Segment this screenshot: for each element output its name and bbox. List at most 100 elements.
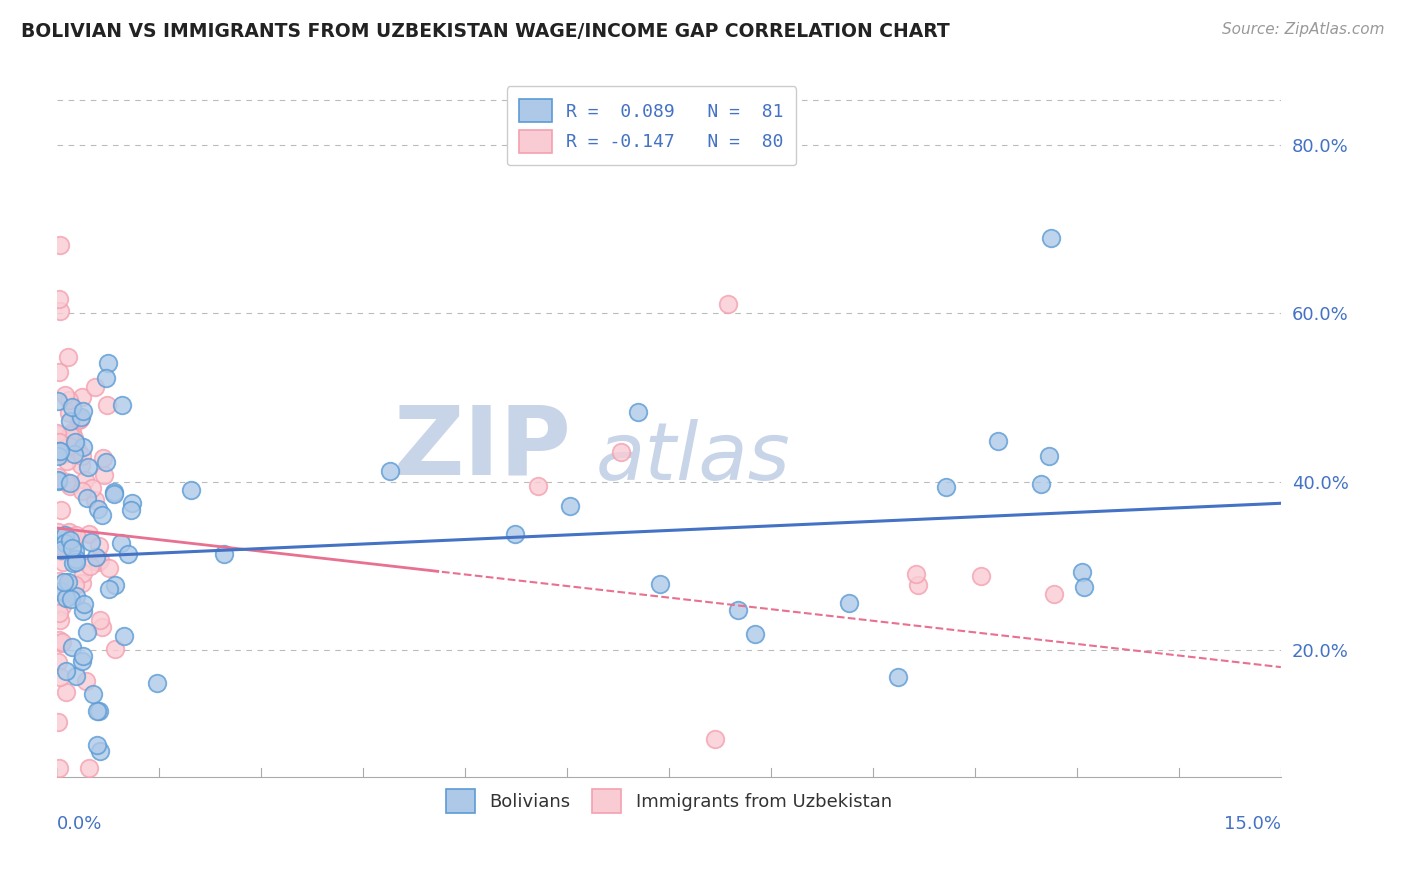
Point: [82, 687, 104, 701]
Point: [59, 479, 82, 493]
Point: [72, 440, 94, 454]
Point: [72, 604, 94, 618]
Point: [62, 531, 84, 545]
Point: [505, 527, 527, 541]
Point: [180, 483, 202, 498]
Point: [53, 388, 76, 402]
Point: [48, 574, 70, 589]
Point: [49, 238, 72, 252]
Point: [48, 435, 70, 450]
Point: [60, 425, 83, 439]
Point: [378, 464, 401, 478]
Point: [49, 444, 72, 458]
Point: [51, 543, 73, 558]
Text: 0.0%: 0.0%: [58, 815, 103, 833]
Point: [51, 599, 73, 613]
Point: [80, 535, 103, 549]
Point: [46, 470, 69, 484]
Point: [46, 715, 69, 730]
Point: [77, 526, 100, 541]
Point: [65, 669, 87, 683]
Point: [48, 761, 70, 775]
Point: [48, 633, 70, 648]
Point: [987, 434, 1010, 448]
Point: [72, 404, 94, 418]
Point: [98, 582, 121, 596]
Point: [63, 578, 86, 592]
Point: [90, 620, 112, 634]
Point: [52, 586, 75, 600]
Point: [72, 597, 94, 611]
Point: [48, 606, 70, 620]
Point: [103, 487, 125, 501]
Point: [67, 412, 90, 426]
Legend: Bolivians, Immigrants from Uzbekistan: Bolivians, Immigrants from Uzbekistan: [432, 775, 907, 827]
Point: [65, 589, 87, 603]
Point: [48, 446, 70, 460]
Point: [72, 566, 94, 580]
Point: [55, 528, 77, 542]
Point: [65, 544, 87, 558]
Point: [60, 592, 83, 607]
Point: [76, 460, 98, 475]
Point: [121, 496, 143, 510]
Point: [627, 405, 650, 419]
Point: [58, 439, 80, 453]
Point: [93, 450, 115, 465]
Point: [59, 533, 82, 548]
Point: [97, 356, 120, 370]
Text: Source: ZipAtlas.com: Source: ZipAtlas.com: [1222, 22, 1385, 37]
Point: [69, 412, 91, 426]
Point: [89, 540, 111, 554]
Point: [117, 547, 139, 561]
Point: [58, 392, 80, 407]
Point: [84, 380, 107, 394]
Point: [120, 502, 142, 516]
Point: [112, 629, 135, 643]
Point: [89, 744, 111, 758]
Text: 15.0%: 15.0%: [1223, 815, 1281, 833]
Point: [110, 535, 132, 549]
Point: [727, 603, 749, 617]
Point: [70, 410, 93, 425]
Point: [94, 371, 117, 385]
Point: [49, 304, 72, 318]
Point: [703, 731, 725, 746]
Point: [89, 553, 111, 567]
Point: [558, 499, 581, 513]
Point: [1029, 477, 1052, 491]
Point: [82, 481, 104, 495]
Point: [52, 555, 75, 569]
Point: [97, 560, 120, 574]
Point: [77, 761, 100, 775]
Point: [48, 364, 70, 378]
Point: [59, 428, 82, 442]
Point: [79, 559, 101, 574]
Point: [70, 390, 93, 404]
Point: [904, 566, 927, 581]
Point: [83, 492, 105, 507]
Point: [48, 444, 70, 458]
Point: [56, 575, 79, 590]
Point: [59, 414, 82, 428]
Point: [90, 508, 112, 523]
Point: [76, 491, 98, 506]
Point: [1038, 450, 1060, 464]
Point: [48, 428, 70, 442]
Point: [94, 454, 117, 468]
Point: [70, 654, 93, 668]
Point: [63, 431, 86, 445]
Point: [648, 577, 671, 591]
Point: [84, 549, 107, 564]
Point: [48, 670, 70, 684]
Point: [935, 481, 957, 495]
Point: [46, 473, 69, 487]
Point: [60, 400, 83, 414]
Point: [55, 475, 77, 490]
Point: [46, 540, 69, 554]
Point: [72, 649, 94, 664]
Point: [66, 444, 89, 458]
Point: [887, 669, 910, 683]
Point: [104, 578, 127, 592]
Point: [1039, 231, 1062, 245]
